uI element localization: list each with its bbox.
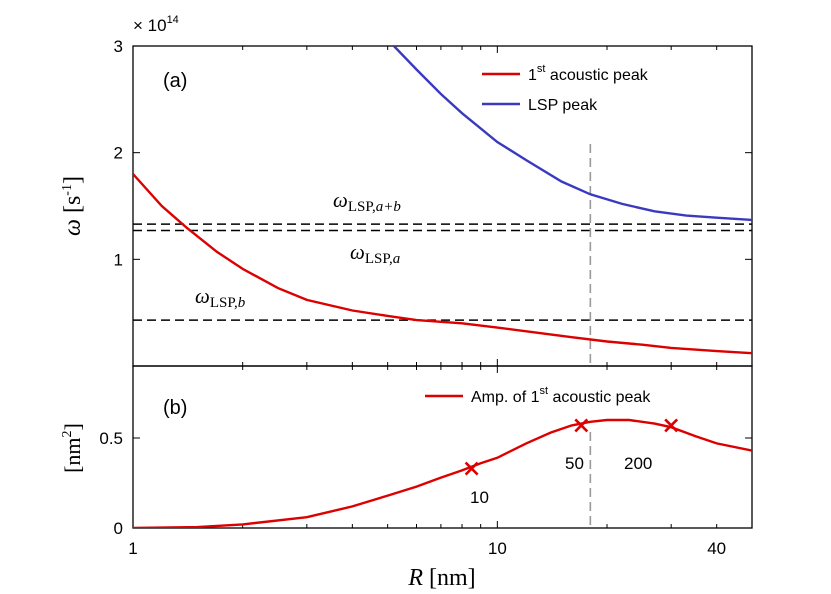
panel-a-y-tick-label: 2 [114,144,123,163]
panel-b: (b) [nm2] R [nm] [60,365,753,591]
legend-amp-text: Amp. of 1st acoustic peak [471,385,651,406]
x-tick-label: 10 [488,539,507,558]
legend-acoustic-text: 1st acoustic peak [528,63,649,84]
hline-label-a_plus_b: ωLSP,a+b [333,188,401,215]
panel-b-y-axis-label: [nm2] [60,423,85,473]
panel-b-frame [132,365,753,529]
x-axis-label: R [nm] [407,565,475,591]
hline-label-b: ωLSP,b [195,284,246,311]
series-line-acoustic [133,173,752,355]
x-tick-label: 40 [707,539,726,558]
marker-label: 50 [565,454,584,473]
panel-a-y-axis-label: ω[s-1] [60,176,86,236]
chart-marks: 1 2 3 0 0.5 1 10 40 ωLSP,a+b ωLSP,a ωLSP,b 10 50 200 1… [99,37,753,558]
series-line-lsp [393,46,752,222]
hline-label-a: ωLSP,a [350,240,400,267]
marker-x [664,418,679,433]
panel-a-label: (a) [163,70,187,92]
legend-lsp-text: LSP peak [528,97,598,114]
series-line-amp [133,418,752,528]
panel-b-y-tick-label: 0 [114,519,123,538]
marker-x [464,461,479,476]
panel-a-y-tick-label: 1 [114,250,123,269]
x-tick-label: 1 [128,539,137,558]
marker-label: 10 [470,488,489,507]
panel-b-label: (b) [163,397,187,419]
panel-b-y-tick-label: 0.5 [99,429,123,448]
panel-a-y-tick-label: 3 [114,37,123,56]
panel-a: × 1014 (a) ω[s-1] [60,14,753,367]
y-multiplier: × 1014 [133,14,179,35]
marker-label: 200 [624,454,652,473]
marker-x [574,418,589,433]
